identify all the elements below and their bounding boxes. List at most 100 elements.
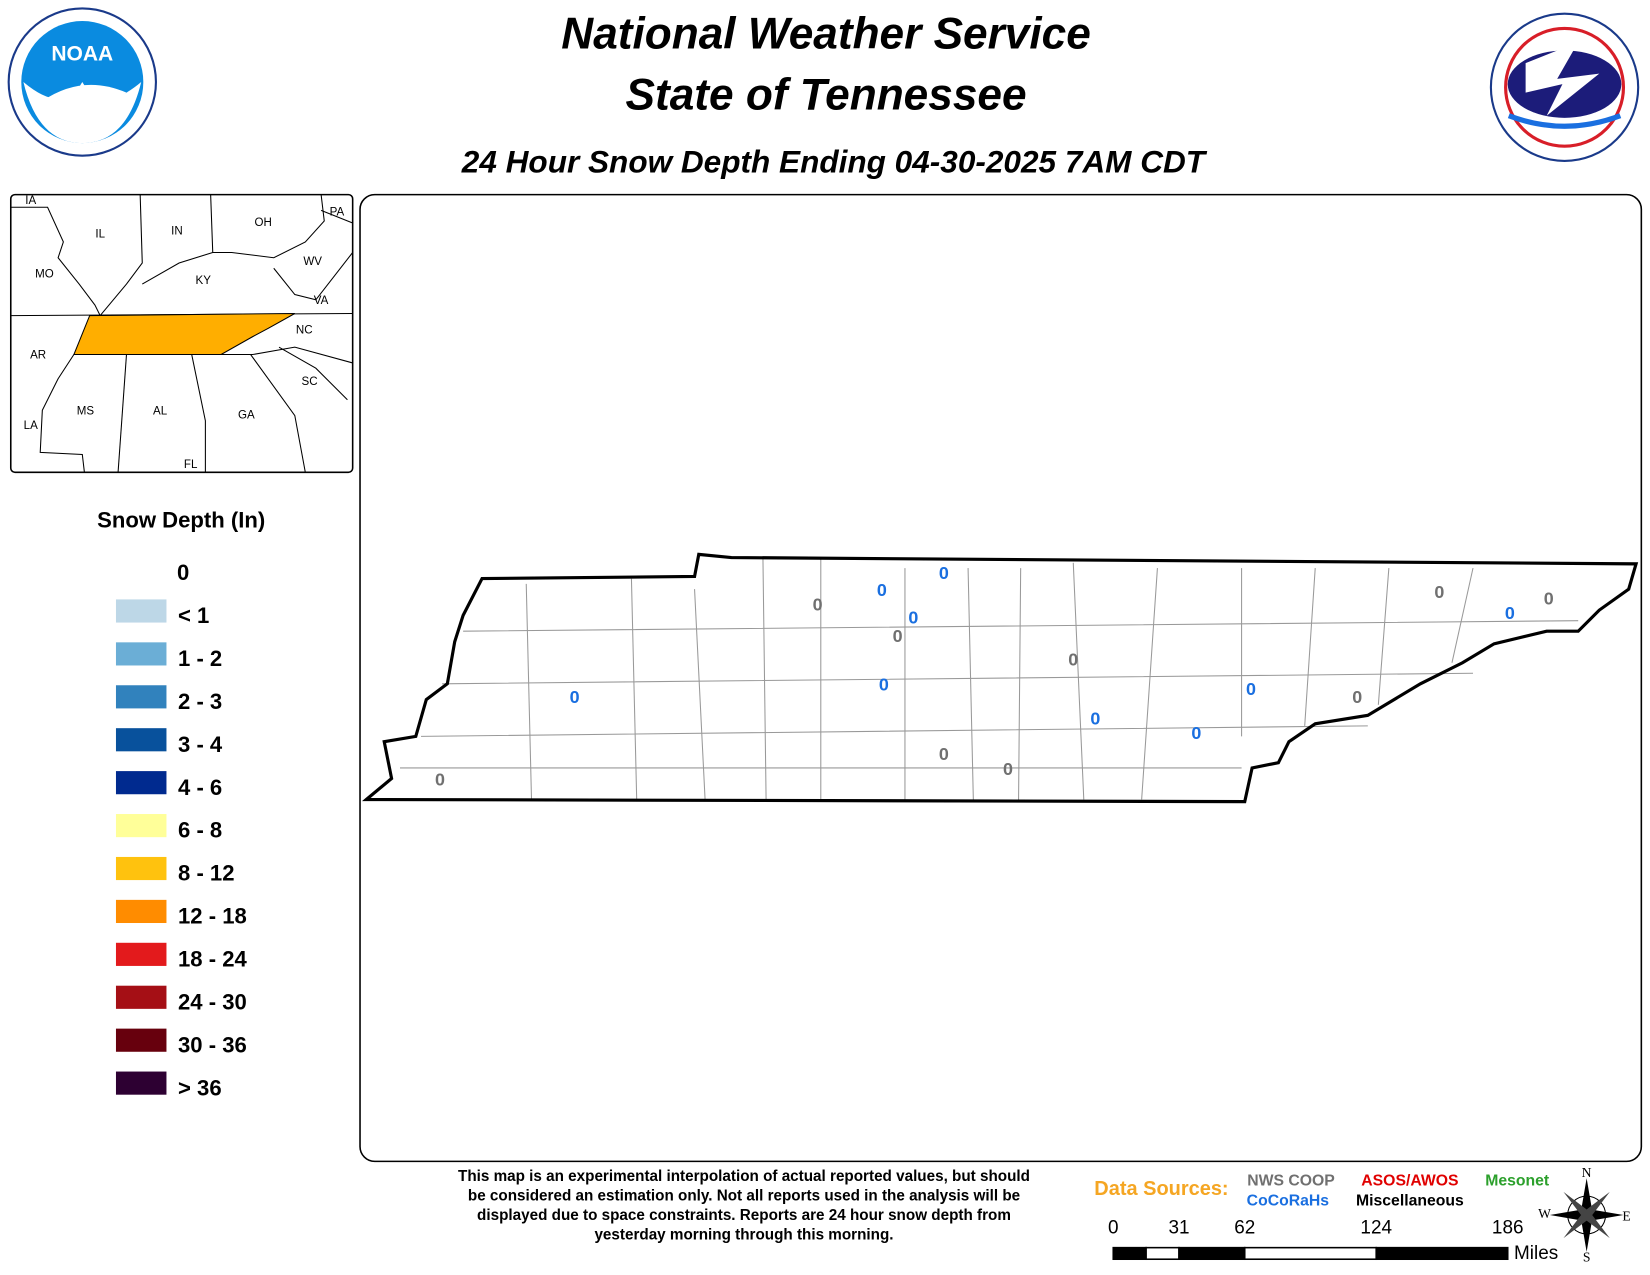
legend: Snow Depth (In) 0 < 1 1 - 2 2 - 3 3 - 4 4 - 6… <box>97 508 265 1101</box>
legend-label: 1 - 2 <box>178 646 222 671</box>
legend-label: 24 - 30 <box>178 989 247 1014</box>
data-source: ASOS/AWOS <box>1361 1173 1458 1190</box>
noaa-logo: NOAA <box>7 7 157 157</box>
station-value: 0 <box>1090 708 1100 728</box>
legend-swatch <box>115 985 167 1009</box>
state-label: NC <box>296 324 313 336</box>
title-line-1: National Weather Service <box>561 9 1090 58</box>
state-label: PA <box>330 207 345 219</box>
station-value: 0 <box>879 675 889 695</box>
state-label: MS <box>77 405 95 417</box>
disclaimer: This map is an experimental interpolatio… <box>458 1168 1030 1243</box>
station-value: 0 <box>1246 679 1256 699</box>
legend-swatch <box>115 1028 167 1052</box>
station-value: 0 <box>1352 687 1362 707</box>
legend-label: 3 - 4 <box>178 732 223 757</box>
tennessee-map <box>361 552 1639 804</box>
legend-swatch <box>115 599 167 623</box>
legend-swatch <box>115 856 167 881</box>
disclaimer-line: yesterday morning through this morning. <box>594 1227 893 1244</box>
title-line-2: State of Tennessee <box>626 71 1027 120</box>
scale-tick-label: 31 <box>1168 1218 1189 1239</box>
station-value: 0 <box>893 626 903 646</box>
scale-tick-label: 0 <box>1108 1218 1119 1239</box>
compass-letter: W <box>1538 1206 1551 1221</box>
legend-swatch <box>115 942 167 966</box>
station-value: 0 <box>570 687 580 707</box>
scale-segment <box>1112 1246 1147 1261</box>
legend-label: 12 - 18 <box>178 904 247 929</box>
state-label: IA <box>25 195 36 207</box>
tennessee-highlight <box>73 312 296 356</box>
legend-swatch <box>115 771 167 795</box>
compass-rose: N E S W <box>1538 1165 1631 1264</box>
station-value: 0 <box>435 769 445 789</box>
legend-swatch <box>115 642 167 666</box>
disclaimer-line: displayed due to space constraints. Repo… <box>477 1207 1011 1224</box>
scale-segment <box>1243 1246 1378 1261</box>
station-value: 0 <box>1068 649 1078 669</box>
legend-label: < 1 <box>178 603 209 628</box>
scale-tick-label: 62 <box>1234 1218 1255 1239</box>
nws-logo <box>1489 12 1640 163</box>
state-label: VA <box>314 295 329 307</box>
legend-label: 4 - 6 <box>178 775 222 800</box>
state-label: FL <box>184 459 198 471</box>
state-label: AL <box>153 405 168 417</box>
state-label: KY <box>196 275 212 287</box>
data-source: NWS COOP <box>1247 1173 1335 1190</box>
legend-label: > 36 <box>178 1075 222 1100</box>
legend-swatch <box>115 1071 167 1095</box>
legend-swatch <box>115 814 167 838</box>
data-source: Mesonet <box>1485 1173 1550 1190</box>
state-label: IN <box>171 225 183 237</box>
compass-letter: E <box>1622 1208 1630 1223</box>
state-label: AR <box>30 350 46 362</box>
disclaimer-line: be considered an estimation only. Not al… <box>468 1188 1020 1205</box>
scale-segment <box>1145 1246 1180 1261</box>
station-value: 0 <box>1191 723 1201 743</box>
station-value: 0 <box>813 595 823 615</box>
legend-swatch <box>115 899 167 924</box>
scale-bar: 0 31 62 124 186 Miles <box>1108 1218 1558 1264</box>
station-value: 0 <box>1544 588 1554 608</box>
station-value: 0 <box>1003 759 1013 779</box>
svg-text:NOAA: NOAA <box>51 42 113 65</box>
station-value: 0 <box>1505 603 1515 623</box>
data-source: Miscellaneous <box>1356 1193 1464 1210</box>
scale-segment <box>1375 1246 1509 1261</box>
data-sources-label: Data Sources: <box>1094 1178 1228 1200</box>
station-value: 0 <box>1434 582 1444 602</box>
data-source: CoCoRaHs <box>1247 1193 1330 1210</box>
state-label: WV <box>303 256 322 268</box>
compass-letter: N <box>1582 1165 1592 1180</box>
disclaimer-line: This map is an experimental interpolatio… <box>458 1168 1030 1185</box>
legend-label: 18 - 24 <box>178 946 247 971</box>
legend-label: 2 - 3 <box>178 689 222 714</box>
legend-label: 30 - 36 <box>178 1032 247 1057</box>
state-label: SC <box>301 376 317 388</box>
state-label: GA <box>238 410 255 422</box>
legend-label: 8 - 12 <box>178 861 234 886</box>
station-value: 0 <box>877 580 887 600</box>
legend-swatch <box>115 685 167 709</box>
compass-letter: S <box>1583 1249 1591 1264</box>
station-value: 0 <box>939 744 949 764</box>
data-sources: Data Sources: NWS COOP ASOS/AWOS Mesonet Co… <box>1094 1173 1550 1210</box>
legend-label: 6 - 8 <box>178 818 222 843</box>
scale-segment <box>1178 1246 1246 1261</box>
inset-map: IA IL IN OH PA MO KY WV VA NC AR SC MS AL GA LA FL <box>9 193 354 474</box>
subtitle: 24 Hour Snow Depth Ending 04-30-2025 7AM… <box>461 143 1208 179</box>
state-label: OH <box>255 217 272 229</box>
state-label: LA <box>24 420 38 432</box>
legend-title: Snow Depth (In) <box>97 508 265 533</box>
state-label: MO <box>35 269 54 281</box>
legend-swatch <box>115 728 167 752</box>
scale-unit: Miles <box>1514 1243 1558 1264</box>
station-value: 0 <box>908 607 918 627</box>
legend-label: 0 <box>177 560 189 585</box>
scale-tick-label: 186 <box>1492 1218 1524 1239</box>
